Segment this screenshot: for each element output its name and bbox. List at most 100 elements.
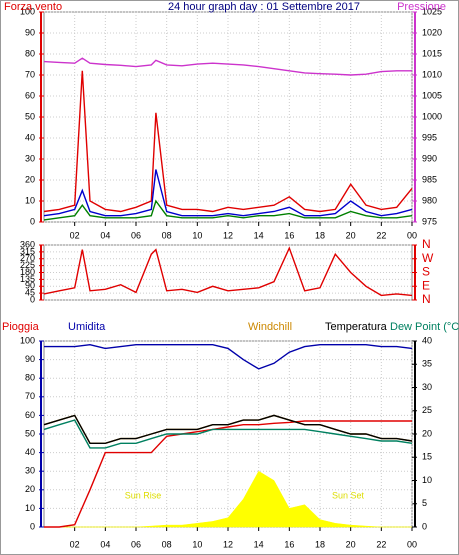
y-tick-label: 80 bbox=[25, 48, 35, 58]
y2-tick-label: N bbox=[422, 237, 431, 251]
y2-tick-label: 985 bbox=[422, 174, 437, 184]
line bbox=[43, 419, 413, 449]
x-tick-label: 12 bbox=[223, 539, 233, 549]
x-tick-label: 06 bbox=[131, 539, 141, 549]
y-tick-label: 135 bbox=[20, 274, 35, 284]
x-tick-label: 18 bbox=[315, 230, 325, 240]
y-axis-label: Forza vento bbox=[4, 1, 62, 13]
line bbox=[44, 420, 412, 528]
x-tick-label: 06 bbox=[131, 230, 141, 240]
y-tick-label: 0 bbox=[30, 216, 35, 226]
legend-label: Dew Point (°C bbox=[390, 321, 459, 333]
y2-tick-label: E bbox=[422, 278, 430, 292]
x-tick-label: 04 bbox=[100, 230, 110, 240]
y2-tick-label: 980 bbox=[422, 195, 437, 205]
y-tick-label: 315 bbox=[20, 246, 35, 256]
y-tick-label: 10 bbox=[25, 195, 35, 205]
y2-tick-label: 20 bbox=[422, 428, 432, 438]
line bbox=[43, 169, 413, 217]
y-tick-label: 30 bbox=[25, 153, 35, 163]
y-tick-label: 80 bbox=[25, 373, 35, 383]
line bbox=[43, 414, 413, 444]
y2-tick-label: S bbox=[422, 265, 430, 279]
y2-tick-label: 15 bbox=[422, 452, 432, 462]
line bbox=[43, 246, 413, 297]
y-tick-label: 70 bbox=[25, 69, 35, 79]
x-tick-label: 22 bbox=[376, 539, 386, 549]
line bbox=[43, 57, 412, 76]
x-tick-label: 10 bbox=[192, 230, 202, 240]
x-tick-label: 14 bbox=[254, 230, 264, 240]
y-tick-label: 90 bbox=[25, 354, 35, 364]
y-tick-label: 90 bbox=[25, 281, 35, 291]
y2-tick-label: 5 bbox=[422, 498, 427, 508]
y2-tick-label: 40 bbox=[422, 335, 432, 345]
y-tick-label: 70 bbox=[25, 391, 35, 401]
y-tick-label: 40 bbox=[25, 132, 35, 142]
y2-tick-label: 995 bbox=[422, 132, 437, 142]
legend-label: Pioggia bbox=[2, 321, 40, 333]
y-tick-label: 0 bbox=[30, 294, 35, 304]
y-tick-label: 100 bbox=[20, 6, 35, 16]
y2-tick-label: 1010 bbox=[422, 69, 442, 79]
x-tick-label: 18 bbox=[315, 539, 325, 549]
y-tick-label: 20 bbox=[25, 484, 35, 494]
x-tick-label: 16 bbox=[284, 539, 294, 549]
y-tick-label: 40 bbox=[25, 447, 35, 457]
x-tick-label: 00 bbox=[407, 539, 417, 549]
y2-tick-label: N bbox=[422, 292, 431, 306]
y-tick-label: 60 bbox=[25, 90, 35, 100]
x-tick-label: 02 bbox=[70, 230, 80, 240]
y2-tick-label: 0 bbox=[422, 521, 427, 531]
y2-tick-label: 1025 bbox=[422, 6, 442, 16]
y-tick-label: 10 bbox=[25, 503, 35, 513]
x-tick-label: 22 bbox=[376, 230, 386, 240]
annotation: Sun Rise bbox=[125, 490, 162, 500]
y-tick-label: 60 bbox=[25, 410, 35, 420]
y-tick-label: 50 bbox=[25, 111, 35, 121]
y-tick-label: 270 bbox=[20, 253, 35, 263]
x-tick-label: 16 bbox=[284, 230, 294, 240]
y2-tick-label: 10 bbox=[422, 475, 432, 485]
y-tick-label: 360 bbox=[20, 239, 35, 249]
x-tick-label: 10 bbox=[192, 539, 202, 549]
x-tick-label: 20 bbox=[346, 539, 356, 549]
line bbox=[44, 343, 413, 370]
y-tick-label: 90 bbox=[25, 27, 35, 37]
x-tick-label: 12 bbox=[223, 230, 233, 240]
y2-tick-label: 975 bbox=[422, 216, 437, 226]
x-tick-label: 02 bbox=[70, 539, 80, 549]
y2-tick-label: 1015 bbox=[422, 48, 442, 58]
x-tick-label: 14 bbox=[254, 539, 264, 549]
legend-label: Temperatura bbox=[325, 321, 388, 333]
y2-tick-label: 1000 bbox=[422, 111, 442, 121]
line bbox=[43, 70, 413, 213]
y-tick-label: 45 bbox=[25, 288, 35, 298]
x-tick-label: 20 bbox=[346, 230, 356, 240]
y2-tick-label: 990 bbox=[422, 153, 437, 163]
y-tick-label: 100 bbox=[20, 335, 35, 345]
y-tick-label: 0 bbox=[30, 521, 35, 531]
y-tick-label: 50 bbox=[25, 428, 35, 438]
y2-tick-label: 30 bbox=[422, 382, 432, 392]
area bbox=[44, 470, 412, 528]
y-tick-label: 225 bbox=[20, 260, 35, 270]
chart-title: 24 hour graph day : 01 Settembre 2017 bbox=[168, 1, 360, 13]
y2-tick-label: 35 bbox=[422, 359, 432, 369]
x-tick-label: 08 bbox=[162, 230, 172, 240]
y2-axis-label: Pressione bbox=[397, 1, 446, 13]
line bbox=[43, 199, 413, 221]
y-tick-label: 30 bbox=[25, 466, 35, 476]
y2-tick-label: 25 bbox=[422, 405, 432, 415]
y2-tick-label: 1005 bbox=[422, 90, 442, 100]
x-tick-label: 08 bbox=[162, 539, 172, 549]
legend-label: Umidita bbox=[68, 321, 106, 333]
y-tick-label: 20 bbox=[25, 174, 35, 184]
x-tick-label: 04 bbox=[100, 539, 110, 549]
y2-tick-label: 1020 bbox=[422, 27, 442, 37]
legend-label: Windchill bbox=[248, 321, 292, 333]
x-tick-label: 00 bbox=[407, 230, 417, 240]
y-tick-label: 180 bbox=[20, 267, 35, 277]
